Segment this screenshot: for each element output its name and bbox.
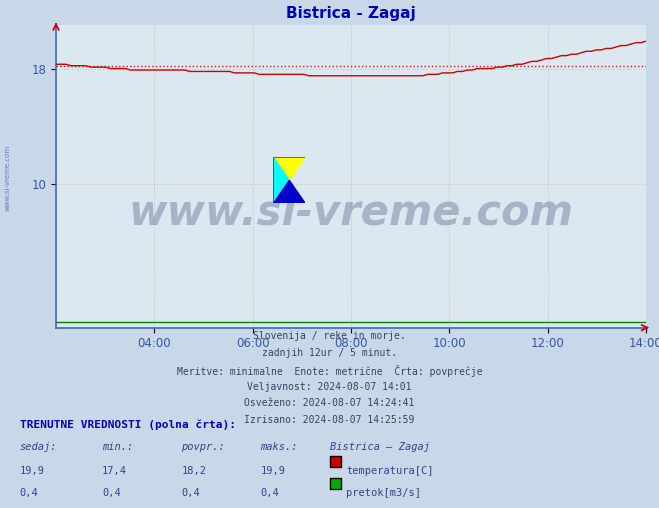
Text: www.si-vreme.com: www.si-vreme.com bbox=[5, 145, 11, 211]
Text: 19,9: 19,9 bbox=[20, 466, 45, 476]
Text: Osveženo: 2024-08-07 14:24:41: Osveženo: 2024-08-07 14:24:41 bbox=[244, 398, 415, 408]
Text: 18,2: 18,2 bbox=[181, 466, 206, 476]
Text: temperatura[C]: temperatura[C] bbox=[346, 466, 434, 476]
Text: maks.:: maks.: bbox=[260, 442, 298, 452]
Text: sedaj:: sedaj: bbox=[20, 442, 57, 452]
Text: www.si-vreme.com: www.si-vreme.com bbox=[129, 192, 573, 234]
Text: Veljavnost: 2024-08-07 14:01: Veljavnost: 2024-08-07 14:01 bbox=[247, 382, 412, 392]
Title: Bistrica - Zagaj: Bistrica - Zagaj bbox=[286, 7, 416, 21]
Text: 0,4: 0,4 bbox=[260, 488, 279, 498]
Text: Slovenija / reke in morje.: Slovenija / reke in morje. bbox=[253, 331, 406, 341]
Polygon shape bbox=[273, 180, 305, 203]
Polygon shape bbox=[273, 157, 289, 203]
Text: Meritve: minimalne  Enote: metrične  Črta: povprečje: Meritve: minimalne Enote: metrične Črta:… bbox=[177, 365, 482, 377]
Text: povpr.:: povpr.: bbox=[181, 442, 225, 452]
Text: Izrisano: 2024-08-07 14:25:59: Izrisano: 2024-08-07 14:25:59 bbox=[244, 415, 415, 425]
Text: 0,4: 0,4 bbox=[20, 488, 38, 498]
Text: zadnjih 12ur / 5 minut.: zadnjih 12ur / 5 minut. bbox=[262, 348, 397, 358]
Text: Bistrica – Zagaj: Bistrica – Zagaj bbox=[330, 442, 430, 452]
Text: 0,4: 0,4 bbox=[102, 488, 121, 498]
Text: 17,4: 17,4 bbox=[102, 466, 127, 476]
Text: 19,9: 19,9 bbox=[260, 466, 285, 476]
Text: min.:: min.: bbox=[102, 442, 133, 452]
Text: pretok[m3/s]: pretok[m3/s] bbox=[346, 488, 421, 498]
Text: 0,4: 0,4 bbox=[181, 488, 200, 498]
Text: TRENUTNE VREDNOSTI (polna črta):: TRENUTNE VREDNOSTI (polna črta): bbox=[20, 419, 236, 430]
Polygon shape bbox=[273, 157, 305, 180]
